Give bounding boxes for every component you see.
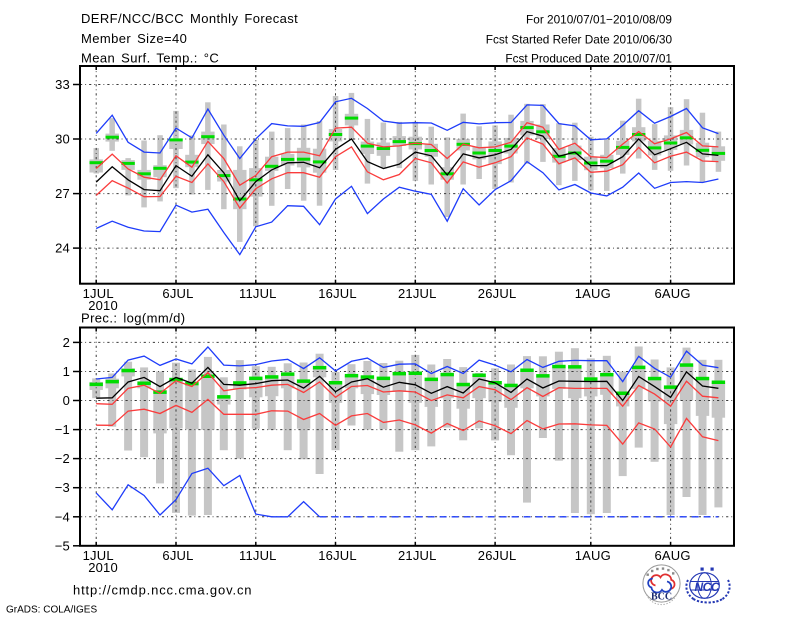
svg-text:26JUL: 26JUL xyxy=(478,548,517,563)
svg-text:11JUL: 11JUL xyxy=(239,286,277,301)
svg-text:1JUL: 1JUL xyxy=(83,286,114,301)
svg-text:21JUL: 21JUL xyxy=(398,286,437,301)
svg-text:2010: 2010 xyxy=(88,298,118,313)
svg-text:30: 30 xyxy=(55,132,70,147)
svg-text:16JUL: 16JUL xyxy=(318,548,357,563)
svg-text:6JUL: 6JUL xyxy=(162,286,193,301)
svg-text:http://cmdp.ncc.cma.gov.cn: http://cmdp.ncc.cma.gov.cn xyxy=(73,583,252,598)
svg-text:0: 0 xyxy=(63,393,70,408)
svg-text:NCC: NCC xyxy=(695,580,720,594)
svg-text:BCC: BCC xyxy=(651,592,672,603)
svg-text:DERF/NCC/BCC Monthly Forecast: DERF/NCC/BCC Monthly Forecast xyxy=(81,11,298,26)
svg-text:−5: −5 xyxy=(55,538,70,553)
svg-text:2: 2 xyxy=(63,335,70,350)
svg-text:24: 24 xyxy=(55,241,70,256)
svg-text:−2: −2 xyxy=(55,451,70,466)
svg-text:1AUG: 1AUG xyxy=(575,548,611,563)
svg-text:16JUL: 16JUL xyxy=(318,286,357,301)
svg-text:For 2010/07/01−2010/08/09: For 2010/07/01−2010/08/09 xyxy=(526,13,672,27)
svg-text:GrADS: COLA/IGES: GrADS: COLA/IGES xyxy=(6,605,97,616)
svg-text:1: 1 xyxy=(63,364,70,379)
svg-text:−4: −4 xyxy=(55,509,70,524)
svg-text:33: 33 xyxy=(55,77,70,92)
svg-text:2010: 2010 xyxy=(88,560,118,575)
svg-text:27: 27 xyxy=(55,186,70,201)
svg-text:1AUG: 1AUG xyxy=(575,286,611,301)
svg-text:Prec.: log(mm/d): Prec.: log(mm/d) xyxy=(81,311,185,326)
svg-text:1JUL: 1JUL xyxy=(83,548,114,563)
svg-text:Mean Surf. Temp.: °C: Mean Surf. Temp.: °C xyxy=(81,51,219,66)
svg-text:26JUL: 26JUL xyxy=(478,286,517,301)
svg-text:Fcst Produced Date 2010/07/01: Fcst Produced Date 2010/07/01 xyxy=(505,52,672,66)
svg-text:−3: −3 xyxy=(55,480,70,495)
svg-text:21JUL: 21JUL xyxy=(398,548,437,563)
svg-text:−1: −1 xyxy=(55,422,70,437)
svg-text:11JUL: 11JUL xyxy=(239,548,277,563)
svg-text:6AUG: 6AUG xyxy=(654,548,690,563)
svg-text:Member Size=40: Member Size=40 xyxy=(81,31,187,46)
svg-text:Fcst Started Refer Date 2010/0: Fcst Started Refer Date 2010/06/30 xyxy=(486,33,673,47)
svg-text:6AUG: 6AUG xyxy=(654,286,690,301)
svg-text:6JUL: 6JUL xyxy=(162,548,193,563)
